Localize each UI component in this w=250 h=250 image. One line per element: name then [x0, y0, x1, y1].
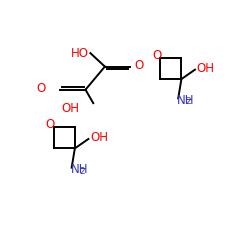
- Text: NH: NH: [71, 164, 88, 176]
- Text: 2: 2: [79, 166, 85, 175]
- Text: O: O: [46, 118, 55, 132]
- Text: NH: NH: [177, 94, 195, 107]
- Text: HO: HO: [71, 46, 89, 60]
- Text: O: O: [134, 59, 143, 72]
- Text: O: O: [36, 82, 46, 95]
- Text: OH: OH: [90, 132, 108, 144]
- Text: O: O: [152, 49, 161, 62]
- Text: OH: OH: [196, 62, 214, 75]
- Text: OH: OH: [61, 102, 79, 116]
- Text: 2: 2: [186, 97, 191, 106]
